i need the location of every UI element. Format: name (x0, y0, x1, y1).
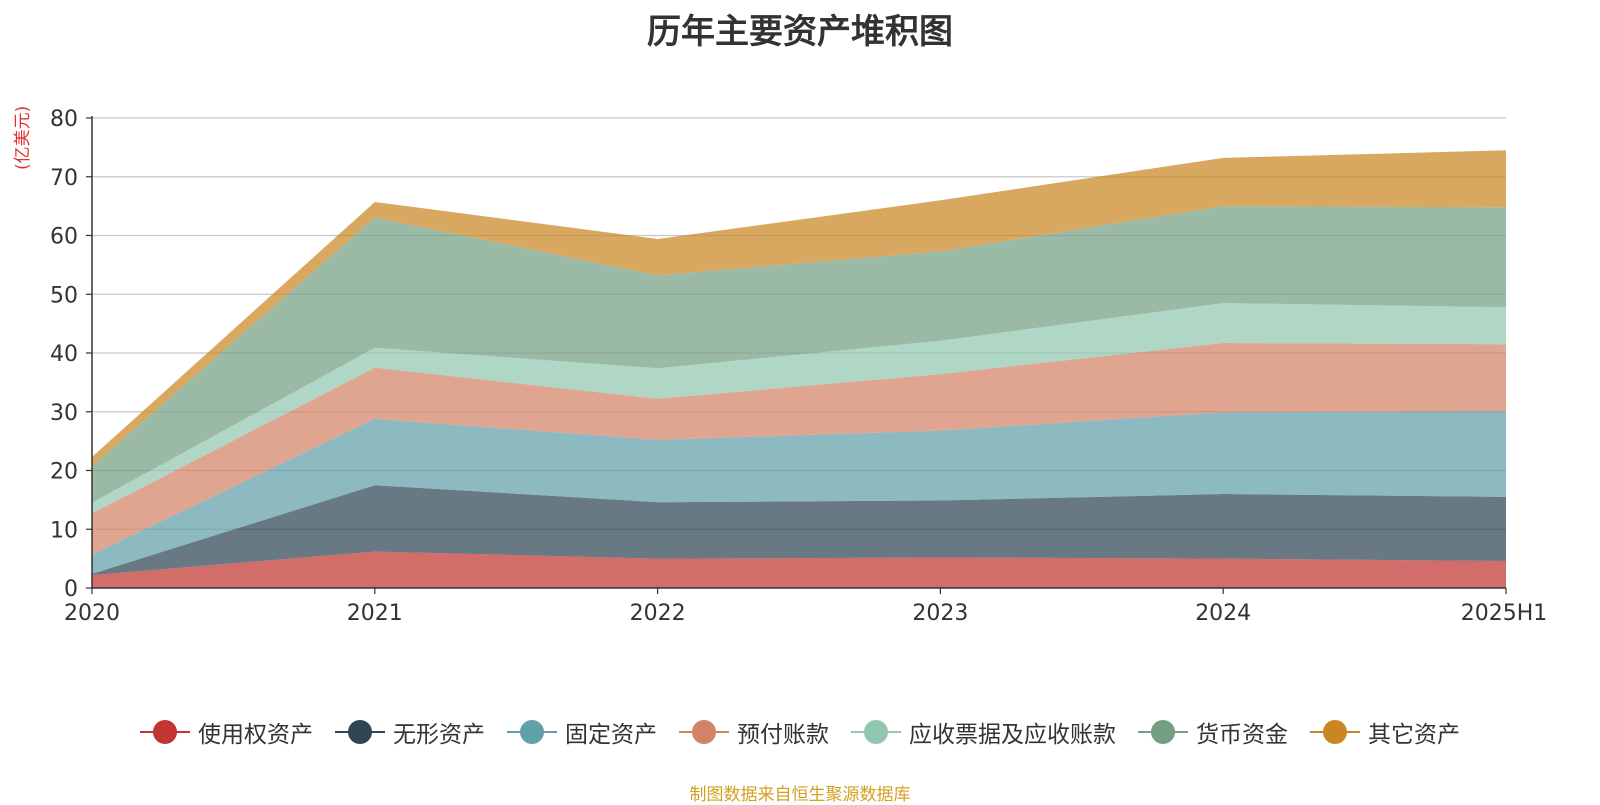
x-tick-label: 2024 (1195, 601, 1251, 626)
legend-label: 预付账款 (737, 722, 829, 748)
legend-label: 无形资产 (393, 722, 485, 748)
chart-title: 历年主要资产堆积图 (647, 12, 953, 52)
legend-item-1[interactable]: 无形资产 (335, 715, 485, 749)
legend-item-5[interactable]: 货币资金 (1138, 715, 1288, 749)
y-tick-label: 10 (50, 518, 78, 543)
legend-label: 其它资产 (1368, 722, 1460, 748)
legend-label: 应收票据及应收账款 (909, 722, 1116, 748)
legend-item-4[interactable]: 应收票据及应收账款 (851, 715, 1116, 749)
area-series-4[interactable] (92, 303, 1506, 514)
legend-item-3[interactable]: 预付账款 (679, 715, 829, 749)
legend-item-0[interactable]: 使用权资产 (140, 715, 313, 749)
legend-marker-icon (679, 720, 729, 744)
area-series-3[interactable] (92, 343, 1506, 555)
legend-marker-icon (507, 720, 557, 744)
legend-marker-icon (1310, 720, 1360, 744)
y-tick-label: 40 (50, 342, 78, 367)
y-tick-label: 70 (50, 166, 78, 191)
legend-label: 货币资金 (1196, 722, 1288, 748)
x-tick-label: 2020 (64, 601, 120, 626)
axes: 0 10 20 30 40 50 60 70 80 2020 2021 2022 2023 2024 202… (50, 107, 1547, 626)
legend: 使用权资产 无形资产 固定资产 预付账款 应收票据及应收账款 货币资金 其它资产 (0, 715, 1600, 749)
y-tick-label: 60 (50, 225, 78, 250)
y-tick-label: 20 (50, 460, 78, 485)
legend-marker-icon (1138, 720, 1188, 744)
legend-item-2[interactable]: 固定资产 (507, 715, 657, 749)
legend-label: 使用权资产 (198, 722, 313, 748)
area-series-6[interactable] (92, 150, 1506, 467)
x-tick-label: 2023 (912, 601, 968, 626)
area-series-2[interactable] (92, 411, 1506, 574)
legend-marker-icon (851, 720, 901, 744)
area-series-5[interactable] (92, 206, 1506, 503)
area-series-1[interactable] (92, 485, 1506, 576)
area-series (92, 150, 1506, 588)
x-tick-label: 2022 (630, 601, 686, 626)
y-tick-label: 0 (64, 577, 78, 602)
legend-label: 固定资产 (565, 722, 657, 748)
y-tick-label: 30 (50, 401, 78, 426)
legend-marker-icon (140, 720, 190, 744)
x-tick-label: 2025H1 (1461, 601, 1548, 626)
y-tick-label: 50 (50, 283, 78, 308)
source-note: 制图数据来自恒生聚源数据库 (689, 785, 911, 805)
y-tick-label: 80 (50, 107, 78, 132)
area-series-0[interactable] (92, 551, 1506, 588)
legend-marker-icon (335, 720, 385, 744)
x-tick-label: 2021 (347, 601, 403, 626)
legend-item-6[interactable]: 其它资产 (1310, 715, 1460, 749)
